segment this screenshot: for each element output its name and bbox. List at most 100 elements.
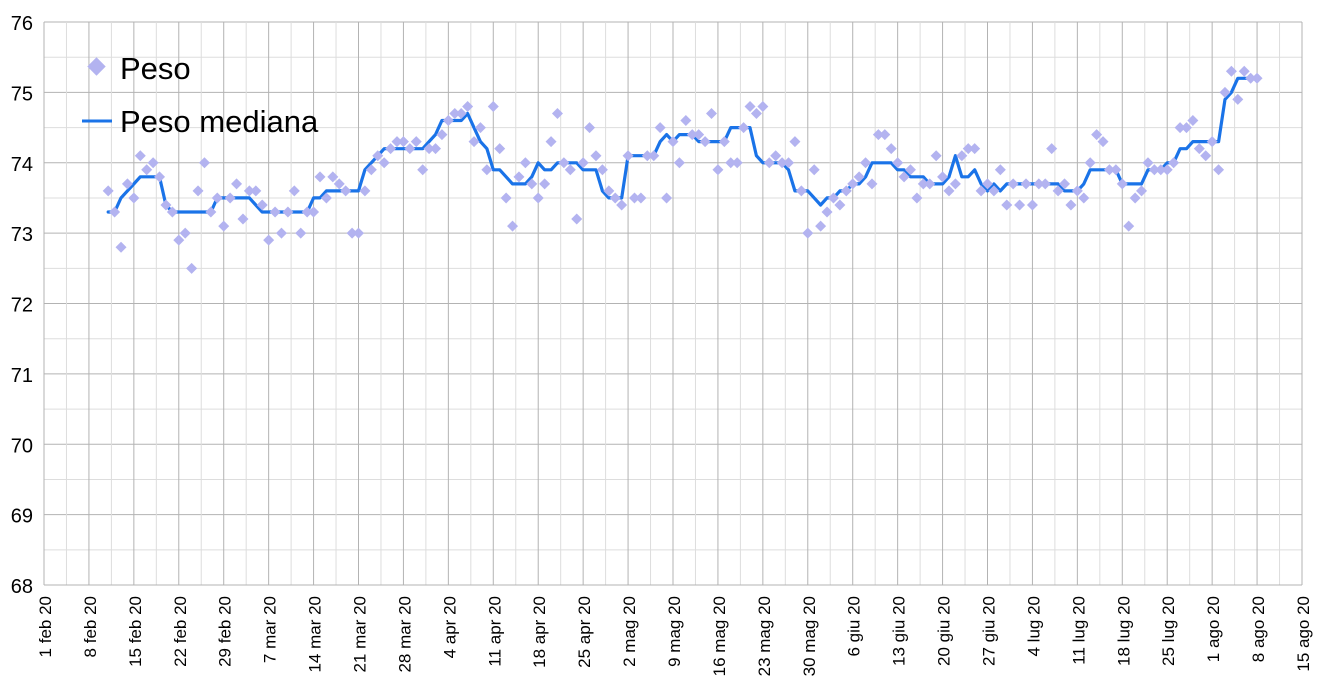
data-point-peso — [577, 157, 589, 169]
data-point-peso — [1238, 65, 1250, 77]
data-point-peso — [622, 150, 634, 162]
data-point-peso — [628, 192, 640, 204]
x-tick-label: 27 giu 20 — [980, 596, 999, 666]
data-point-peso — [128, 192, 140, 204]
data-point-peso — [718, 136, 730, 148]
legend-label-peso: Peso — [120, 51, 191, 86]
data-point-peso — [821, 206, 833, 218]
y-tick-label: 74 — [11, 154, 33, 176]
data-point-peso — [308, 206, 320, 218]
data-point-peso — [449, 107, 461, 119]
data-point-peso — [1071, 185, 1083, 197]
data-point-peso — [1180, 122, 1192, 134]
data-point-peso — [750, 107, 762, 119]
data-point-peso — [1225, 65, 1237, 77]
legend: Peso Peso mediana — [82, 51, 319, 139]
data-point-peso — [288, 185, 300, 197]
x-tick-label: 18 lug 20 — [1114, 596, 1133, 666]
x-tick-label: 13 giu 20 — [890, 596, 909, 666]
data-point-peso — [545, 136, 557, 148]
data-point-peso — [198, 157, 210, 169]
data-point-peso — [1148, 164, 1160, 176]
data-point-peso — [539, 178, 551, 190]
data-point-peso — [487, 100, 499, 112]
data-point-peso — [1245, 72, 1257, 84]
data-point-peso — [218, 220, 230, 232]
data-point-peso — [430, 143, 442, 155]
data-point-peso — [1103, 164, 1115, 176]
data-point-peso — [532, 192, 544, 204]
x-tick-label: 15 ago 20 — [1294, 596, 1313, 672]
data-point-peso — [1065, 199, 1077, 211]
data-point-peso — [166, 206, 178, 218]
data-point-peso — [898, 171, 910, 183]
data-point-peso — [757, 100, 769, 112]
data-point-peso — [1200, 150, 1212, 162]
data-point-peso — [738, 122, 750, 134]
data-point-peso — [295, 227, 307, 239]
data-point-peso — [1193, 143, 1205, 155]
legend-label-peso-mediana: Peso mediana — [120, 104, 319, 139]
data-point-peso — [224, 192, 236, 204]
data-point-peso — [815, 220, 827, 232]
data-point-peso — [173, 234, 185, 246]
data-point-peso — [1007, 178, 1019, 190]
data-point-peso — [301, 206, 313, 218]
data-point-peso — [1033, 178, 1045, 190]
data-point-peso — [263, 234, 275, 246]
data-point-peso — [378, 157, 390, 169]
x-tick-label: 2 mag 20 — [620, 596, 639, 667]
data-point-peso — [763, 157, 775, 169]
data-point-peso — [256, 199, 268, 211]
x-tick-label: 9 mag 20 — [665, 596, 684, 667]
data-point-peso — [1026, 199, 1038, 211]
x-tick-label: 8 ago 20 — [1249, 596, 1268, 662]
data-point-peso — [243, 185, 255, 197]
data-point-peso — [1059, 178, 1071, 190]
x-tick-label: 1 feb 20 — [36, 596, 55, 657]
data-point-peso — [1020, 178, 1032, 190]
data-point-peso — [481, 164, 493, 176]
x-tick-label: 1 ago 20 — [1204, 596, 1223, 662]
axes — [43, 22, 1302, 586]
data-point-peso — [699, 136, 711, 148]
data-point-peso — [1161, 164, 1173, 176]
data-point-peso — [102, 185, 114, 197]
data-point-peso — [269, 206, 281, 218]
data-point-peso — [551, 107, 563, 119]
x-tick-labels: 1 feb 20 8 feb 20 15 feb 20 22 feb 20 29 feb… — [36, 596, 1313, 676]
data-point-peso — [186, 262, 198, 274]
data-point-peso — [789, 136, 801, 148]
data-point-peso — [436, 129, 448, 141]
data-point-peso — [507, 220, 519, 232]
weight-points-layer — [102, 65, 1263, 274]
data-point-peso — [641, 150, 653, 162]
data-point-peso — [385, 143, 397, 155]
y-tick-labels: 68 69 70 71 72 73 74 75 76 — [11, 13, 33, 598]
data-point-peso — [1168, 157, 1180, 169]
data-point-peso — [911, 192, 923, 204]
x-tick-label: 25 apr 20 — [575, 596, 594, 668]
x-tick-label: 21 mar 20 — [351, 596, 370, 673]
data-point-peso — [410, 136, 422, 148]
data-point-peso — [693, 129, 705, 141]
data-point-peso — [1110, 164, 1122, 176]
data-point-peso — [603, 185, 615, 197]
x-tick-label: 11 lug 20 — [1069, 596, 1088, 665]
data-point-peso — [320, 192, 332, 204]
data-point-peso — [680, 115, 692, 127]
data-point-peso — [404, 143, 416, 155]
data-point-peso — [353, 227, 364, 239]
data-point-peso — [519, 157, 531, 169]
x-tick-label: 20 giu 20 — [935, 596, 954, 666]
y-tick-label: 68 — [11, 576, 33, 598]
x-tick-label: 22 feb 20 — [171, 596, 190, 667]
data-point-peso — [391, 136, 403, 148]
data-point-peso — [109, 206, 121, 218]
data-point-peso — [616, 199, 628, 211]
data-point-peso — [314, 171, 326, 183]
data-point-peso — [179, 227, 191, 239]
data-point-peso — [609, 192, 621, 204]
data-point-peso — [1084, 157, 1096, 169]
y-tick-label: 73 — [11, 224, 33, 246]
